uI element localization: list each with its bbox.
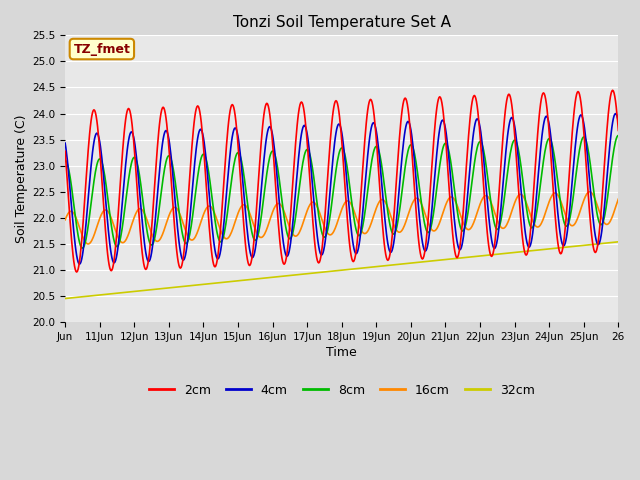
Text: TZ_fmet: TZ_fmet — [74, 43, 131, 56]
X-axis label: Time: Time — [326, 346, 357, 359]
Title: Tonzi Soil Temperature Set A: Tonzi Soil Temperature Set A — [233, 15, 451, 30]
Y-axis label: Soil Temperature (C): Soil Temperature (C) — [15, 114, 28, 243]
Legend: 2cm, 4cm, 8cm, 16cm, 32cm: 2cm, 4cm, 8cm, 16cm, 32cm — [144, 379, 540, 402]
